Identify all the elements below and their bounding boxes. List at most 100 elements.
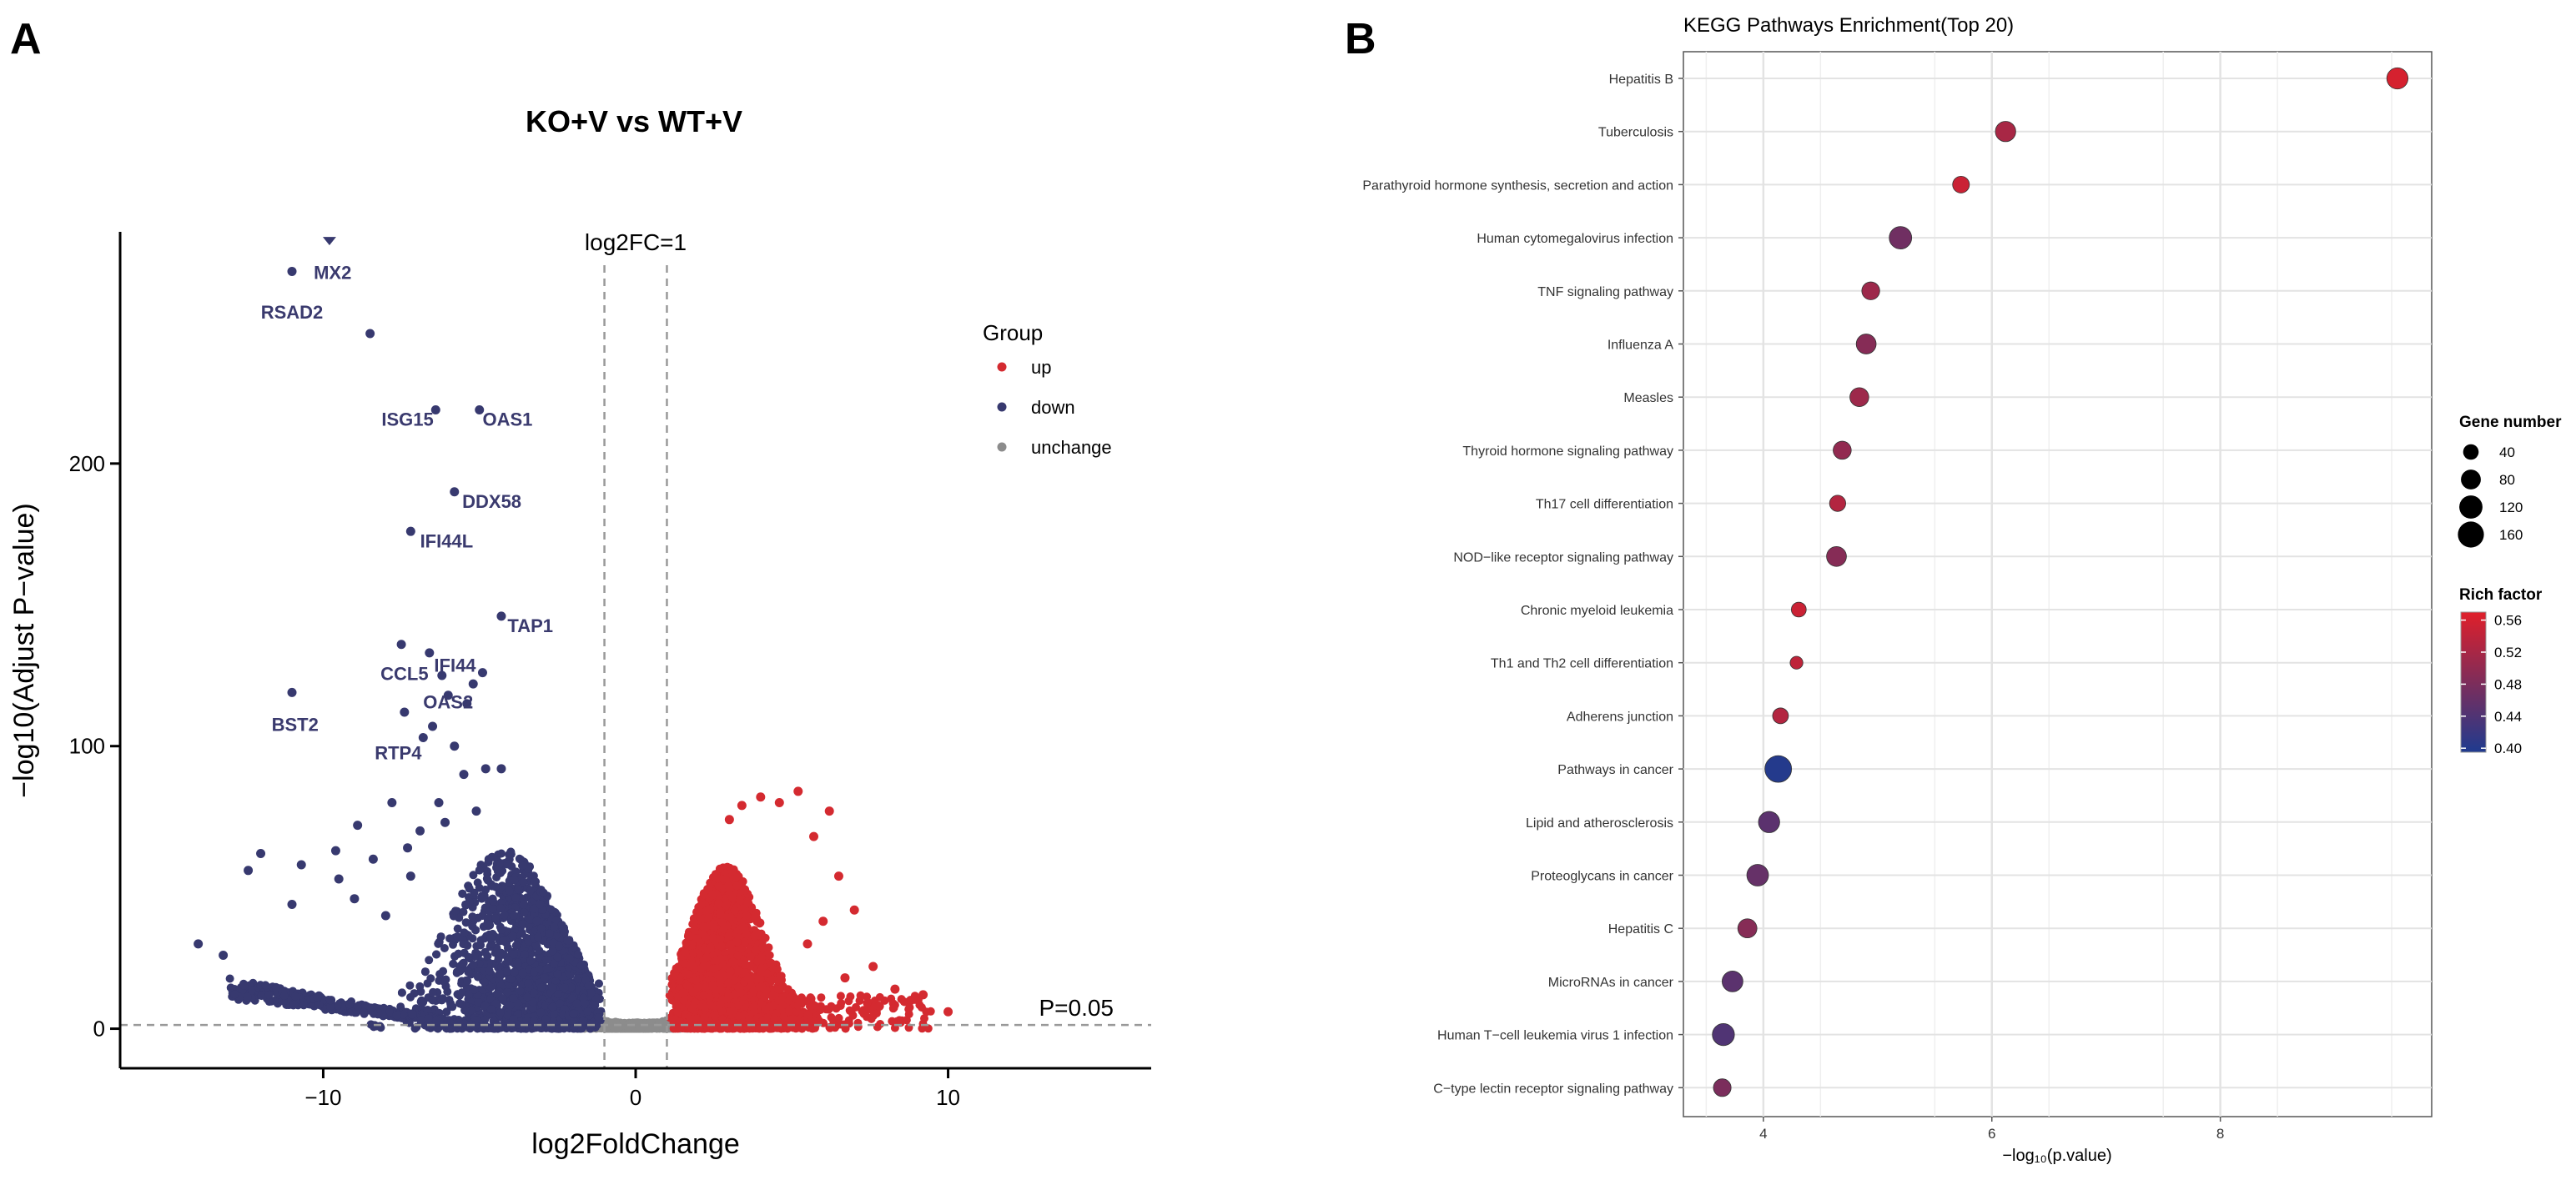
volcano-point-down bbox=[410, 1024, 420, 1033]
volcano-point-down bbox=[498, 936, 507, 946]
volcano-point-down bbox=[458, 959, 467, 968]
volcano-point-down bbox=[566, 954, 575, 963]
volcano-point-down bbox=[550, 922, 559, 931]
volcano-point-down bbox=[416, 987, 425, 997]
volcano-point-down bbox=[509, 911, 518, 920]
volcano-point-down bbox=[449, 940, 457, 949]
volcano-point-down bbox=[423, 979, 432, 988]
volcano-point-down bbox=[508, 931, 517, 941]
volcano-point-down bbox=[566, 982, 576, 992]
volcano-point-down bbox=[239, 981, 249, 990]
volcano-point-down bbox=[449, 959, 458, 968]
volcano-point-down bbox=[408, 1010, 417, 1019]
volcano-point-down bbox=[433, 1024, 442, 1033]
volcano-point-down bbox=[502, 981, 511, 990]
volcano-point-down bbox=[500, 911, 509, 920]
volcano-point-down bbox=[279, 992, 289, 1000]
volcano-point-down bbox=[486, 994, 496, 1003]
volcano-point-down bbox=[470, 952, 479, 962]
volcano-point-down bbox=[526, 957, 536, 966]
volcano-point-down bbox=[460, 928, 469, 937]
volcano-point-down bbox=[548, 947, 557, 956]
volcano-point-down bbox=[428, 996, 437, 1005]
volcano-point-down bbox=[247, 986, 256, 995]
volcano-point-down bbox=[535, 952, 544, 962]
volcano-point-down bbox=[369, 1021, 378, 1030]
volcano-point-down bbox=[584, 981, 593, 990]
volcano-point-down bbox=[469, 871, 478, 880]
volcano-point-down bbox=[437, 996, 446, 1005]
volcano-point-down bbox=[399, 1010, 408, 1019]
volcano-point-down bbox=[434, 939, 443, 948]
volcano-point-down bbox=[496, 948, 506, 957]
volcano-point-down bbox=[526, 886, 535, 896]
volcano-point-down bbox=[425, 1014, 433, 1023]
volcano-point-down bbox=[521, 950, 529, 959]
volcano-point-down bbox=[513, 1020, 522, 1029]
volcano-point-down bbox=[561, 983, 569, 992]
volcano-point-down bbox=[225, 974, 234, 983]
volcano-point-down bbox=[563, 936, 572, 945]
volcano-point-down bbox=[519, 901, 528, 910]
volcano-point-down bbox=[561, 1022, 571, 1031]
volcano-point-down bbox=[464, 967, 473, 977]
volcano-point-down bbox=[441, 975, 450, 984]
volcano-point-down bbox=[526, 915, 535, 924]
volcano-point-down bbox=[474, 997, 483, 1007]
volcano-point-down bbox=[432, 1017, 440, 1025]
volcano-point-down bbox=[299, 1001, 309, 1010]
volcano-point-down bbox=[513, 958, 522, 967]
volcano-point-down bbox=[576, 961, 586, 970]
volcano-point-down bbox=[511, 876, 519, 885]
volcano-point-down bbox=[483, 952, 492, 961]
volcano-point-down bbox=[496, 1008, 505, 1017]
volcano-point-down bbox=[271, 983, 280, 992]
volcano-point-down bbox=[485, 967, 494, 976]
volcano-point-down bbox=[536, 1008, 546, 1017]
volcano-point-down bbox=[491, 882, 500, 891]
volcano-point-down bbox=[536, 965, 545, 974]
volcano-point-down bbox=[345, 1000, 355, 1009]
volcano-point-down bbox=[461, 918, 470, 927]
volcano-point-unchange bbox=[636, 1024, 645, 1033]
volcano-point-down bbox=[453, 924, 462, 933]
volcano-point-down bbox=[473, 972, 482, 982]
volcano-point-down bbox=[230, 990, 239, 999]
volcano-title: KO+V vs WT+V bbox=[526, 104, 742, 138]
volcano-point-down bbox=[514, 885, 523, 894]
volcano-point-down bbox=[548, 1017, 557, 1026]
volcano-point-down bbox=[539, 888, 548, 897]
volcano-point-down bbox=[429, 987, 438, 997]
volcano-point-down bbox=[511, 893, 521, 902]
volcano-point-down bbox=[541, 1014, 551, 1023]
volcano-point-down bbox=[446, 1018, 455, 1027]
volcano-point-down bbox=[503, 860, 512, 869]
volcano-point-down bbox=[506, 1001, 515, 1010]
volcano-point-down bbox=[236, 992, 245, 1001]
volcano-point-down bbox=[520, 908, 529, 917]
volcano-point-down bbox=[553, 969, 562, 978]
volcano-point-down bbox=[586, 988, 596, 997]
volcano-point-down bbox=[435, 970, 445, 979]
volcano-point-down bbox=[442, 1007, 451, 1017]
volcano-point-down bbox=[505, 886, 514, 896]
volcano-point-down bbox=[464, 990, 473, 999]
volcano-point-down bbox=[523, 992, 531, 1002]
volcano-point-down bbox=[574, 950, 582, 959]
volcano-point-down bbox=[594, 979, 603, 988]
volcano-point-down bbox=[480, 1002, 490, 1011]
volcano-point-down bbox=[481, 886, 490, 894]
volcano-point-down bbox=[257, 992, 266, 1001]
volcano-point-down bbox=[506, 850, 516, 859]
volcano-point-down bbox=[469, 961, 478, 969]
volcano-point-down bbox=[548, 983, 557, 992]
volcano-point-down bbox=[550, 959, 559, 968]
volcano-point-down bbox=[540, 973, 549, 982]
volcano-point-down bbox=[591, 993, 601, 1002]
volcano-point-down bbox=[502, 967, 511, 976]
volcano-point-down bbox=[530, 904, 539, 913]
volcano-point-down bbox=[261, 981, 270, 990]
volcano-point-down bbox=[264, 991, 274, 999]
volcano-point-down bbox=[497, 849, 506, 858]
